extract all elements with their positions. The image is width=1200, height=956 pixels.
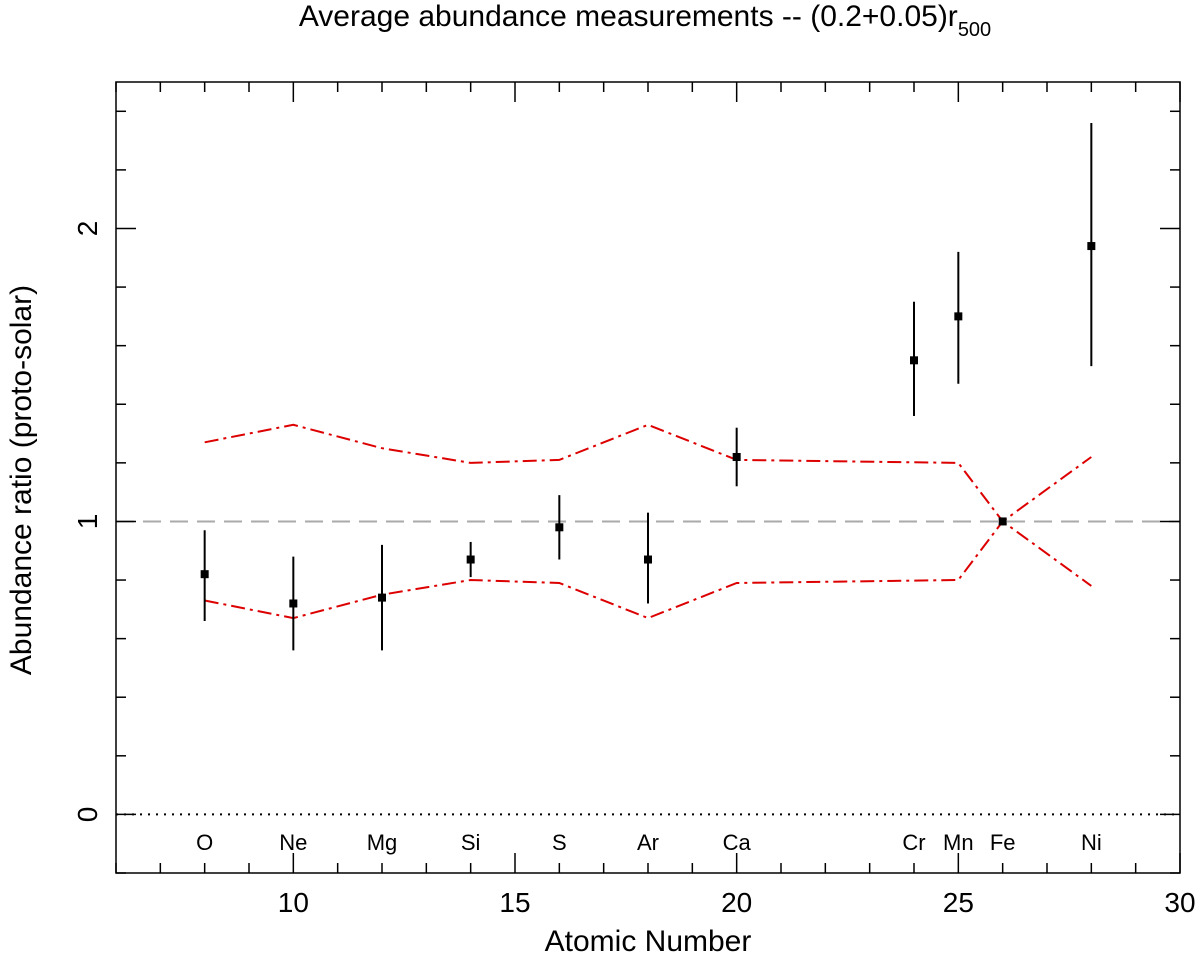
marker-s [555, 523, 564, 532]
element-label-ar: Ar [637, 830, 659, 855]
y-tick-label: 0 [72, 807, 103, 823]
element-label-fe: Fe [990, 830, 1016, 855]
element-label-si: Si [461, 830, 481, 855]
marker-fe [998, 517, 1007, 526]
element-label-ca: Ca [723, 830, 752, 855]
chart-title: Average abundance measurements -- (0.2+0… [299, 0, 991, 41]
data-point-fe [998, 517, 1007, 526]
data-point-ar [644, 512, 652, 604]
y-tick-label: 2 [72, 221, 103, 237]
element-label-ni: Ni [1081, 830, 1102, 855]
chart-title-main: Average abundance measurements -- (0.2+0… [299, 0, 958, 33]
marker-ni [1087, 242, 1096, 251]
reference-lines [116, 520, 1180, 816]
marker-mg [378, 593, 386, 602]
data-point-ca [732, 427, 741, 487]
x-tick-label: 25 [943, 887, 974, 918]
envelope-lower [204, 520, 1092, 620]
data-point-o [200, 530, 209, 622]
data-point-mn [954, 251, 963, 384]
marker-ar [644, 555, 652, 564]
marker-ne [289, 599, 298, 608]
data-point-ne [289, 556, 298, 651]
x-tick-label: 30 [1164, 887, 1195, 918]
marker-mn [954, 312, 963, 321]
data-point-ni [1087, 123, 1096, 367]
element-label-s: S [552, 830, 567, 855]
element-label-mn: Mn [943, 830, 974, 855]
x-tick-label: 20 [721, 887, 752, 918]
y-axis-label: Abundance ratio (proto-solar) [5, 285, 38, 675]
data-point-s [555, 495, 564, 560]
plot-frame [115, 81, 1181, 874]
data-point-si [466, 541, 475, 578]
envelope-lines [204, 423, 1092, 620]
y-tick-label: 1 [72, 514, 103, 530]
element-label-o: O [196, 830, 213, 855]
marker-cr [910, 356, 918, 365]
data-point-mg [378, 544, 386, 651]
x-tick-label: 10 [278, 887, 309, 918]
x-axis-label: Atomic Number [545, 925, 752, 956]
element-label-ne: Ne [279, 830, 307, 855]
x-tick-label: 15 [499, 887, 530, 918]
element-label-mg: Mg [367, 830, 398, 855]
marker-si [466, 555, 475, 564]
element-labels: O Ne Mg Si S Ar Ca Cr Mn Fe Ni [196, 830, 1102, 855]
marker-ca [732, 452, 741, 461]
chart-title-subscript: 500 [958, 19, 991, 41]
data-point-cr [910, 301, 918, 416]
element-label-cr: Cr [902, 830, 925, 855]
data-points [200, 123, 1096, 651]
envelope-upper [204, 423, 1092, 523]
marker-o [200, 570, 209, 579]
